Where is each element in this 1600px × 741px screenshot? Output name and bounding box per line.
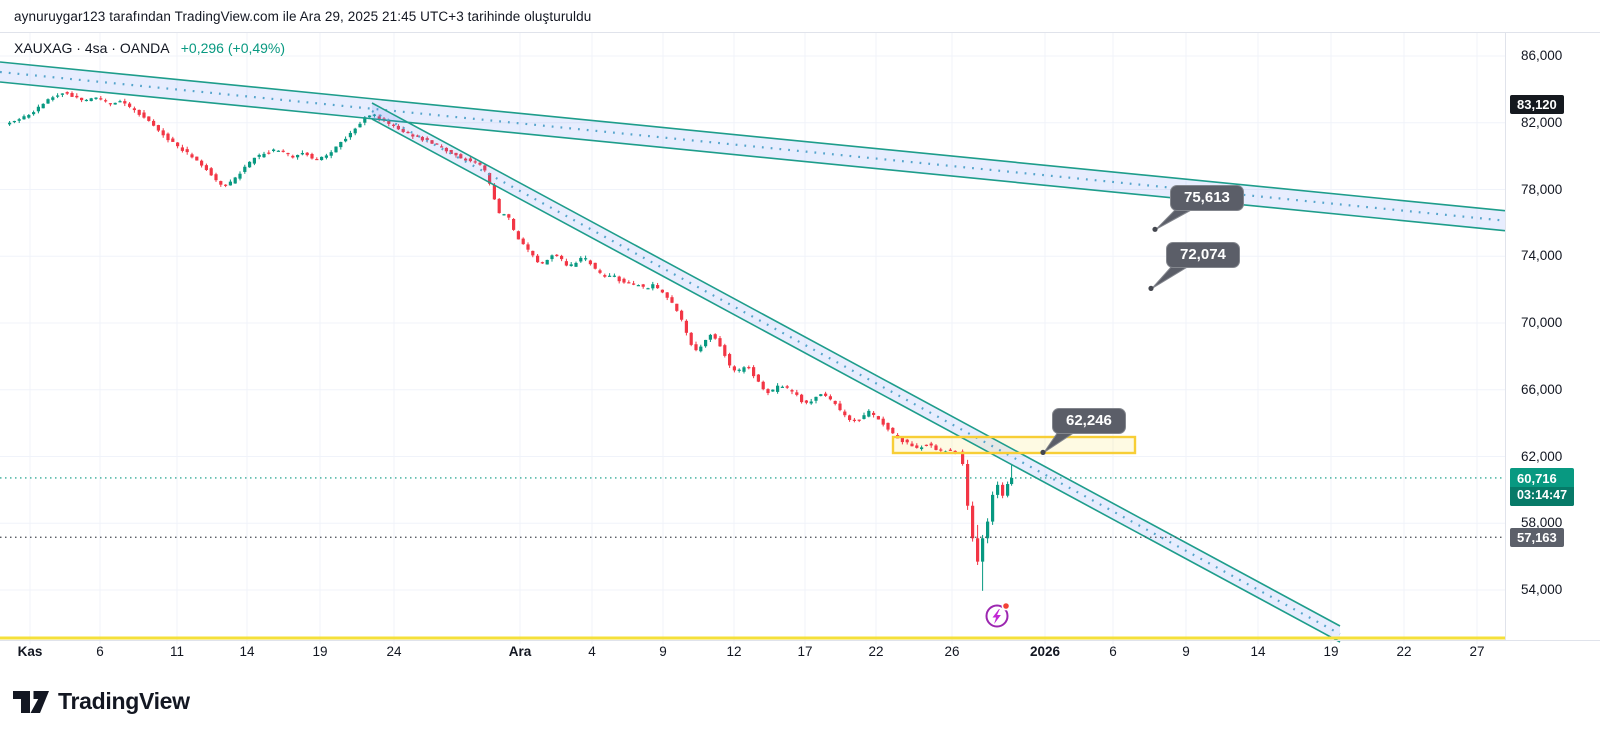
yellow-support-box[interactable]	[891, 435, 1137, 455]
price-axis-separator	[1505, 33, 1506, 640]
time-axis-label: Ara	[508, 644, 532, 659]
tradingview-logo[interactable]: TradingView	[13, 688, 190, 715]
notification-dot	[1001, 601, 1011, 611]
time-axis-label: 12	[726, 644, 742, 659]
tradingview-logo-text: TradingView	[58, 688, 190, 714]
price-axis-label: 78,000	[1521, 181, 1563, 197]
legend-sep1: ·	[76, 40, 81, 56]
legend-symbol[interactable]: XAUXAG	[14, 40, 73, 56]
lightning-event-icon[interactable]	[985, 601, 1011, 628]
price-axis-label: 58,000	[1521, 515, 1563, 531]
time-axis-label: 6	[1109, 644, 1117, 659]
price-marker-badge: 57,163	[1510, 527, 1564, 547]
tradingview-mark-icon	[13, 690, 49, 713]
time-axis-label: 19	[312, 644, 328, 659]
legend-exchange[interactable]: OANDA	[119, 40, 169, 56]
time-axis-label: 9	[659, 644, 667, 659]
time-axis-label: 14	[239, 644, 255, 659]
attribution-text: aynuruygar123 tarafından TradingView.com…	[14, 8, 592, 24]
gridlines	[0, 33, 1505, 644]
time-axis-label: Kas	[17, 644, 43, 659]
time-axis-label: 19	[1323, 644, 1339, 659]
time-axis-label: 22	[868, 644, 884, 659]
attribution-header: aynuruygar123 tarafından TradingView.com…	[0, 0, 1600, 33]
time-axis-label: 27	[1469, 644, 1485, 659]
price-axis-label: 74,000	[1521, 248, 1563, 264]
price-axis-label: 86,000	[1521, 48, 1563, 63]
price-callout[interactable]: 62,246	[1052, 408, 1126, 434]
callout-tail	[1151, 265, 1191, 289]
time-axis-separator	[0, 640, 1600, 641]
callout-anchor-dot[interactable]	[1148, 285, 1154, 291]
upper-parallel-channel[interactable]	[0, 61, 1505, 232]
price-callout[interactable]: 72,074	[1166, 242, 1240, 268]
price-axis-label: 70,000	[1521, 315, 1563, 330]
time-axis-label: 14	[1250, 644, 1266, 659]
callout-anchor-dot[interactable]	[1040, 449, 1046, 455]
time-axis-label: 11	[169, 644, 185, 659]
bar-countdown: 03:14:47	[1510, 486, 1575, 506]
time-axis-label: 2026	[1029, 644, 1061, 659]
time-axis-label: 17	[797, 644, 813, 659]
price-axis-label: 62,000	[1521, 448, 1563, 464]
legend-sep2: ·	[111, 40, 116, 56]
time-axis-label: 4	[588, 644, 596, 659]
time-axis-label: 26	[944, 644, 960, 659]
yellow-support-box-fill[interactable]	[893, 437, 1135, 453]
legend-change: +0,296 (+0,49%)	[180, 40, 286, 56]
time-axis-label: 24	[386, 644, 402, 659]
price-callout[interactable]: 75,613	[1170, 185, 1244, 211]
price-axis-label: 66,000	[1521, 381, 1563, 397]
plot-area[interactable]	[0, 33, 1505, 644]
legend-interval[interactable]: 4sa	[84, 40, 108, 56]
time-axis-label: 6	[96, 644, 104, 659]
lower-parallel-channel[interactable]	[371, 102, 1341, 643]
last-price-badge: 60,716 03:14:47	[1510, 467, 1575, 506]
last-price-value: 60,716	[1517, 470, 1557, 486]
symbol-legend[interactable]: XAUXAG · 4sa · OANDA +0,296 (+0,49%)	[14, 40, 285, 56]
callout-anchor-dot[interactable]	[1152, 226, 1158, 232]
price-marker-badge: 83,120	[1510, 94, 1564, 114]
price-axis-label: 54,000	[1521, 582, 1563, 597]
time-axis-label: 22	[1396, 644, 1412, 659]
time-axis-label: 9	[1182, 644, 1190, 659]
price-axis-label: 82,000	[1521, 114, 1563, 130]
callout-tail	[1155, 208, 1194, 230]
